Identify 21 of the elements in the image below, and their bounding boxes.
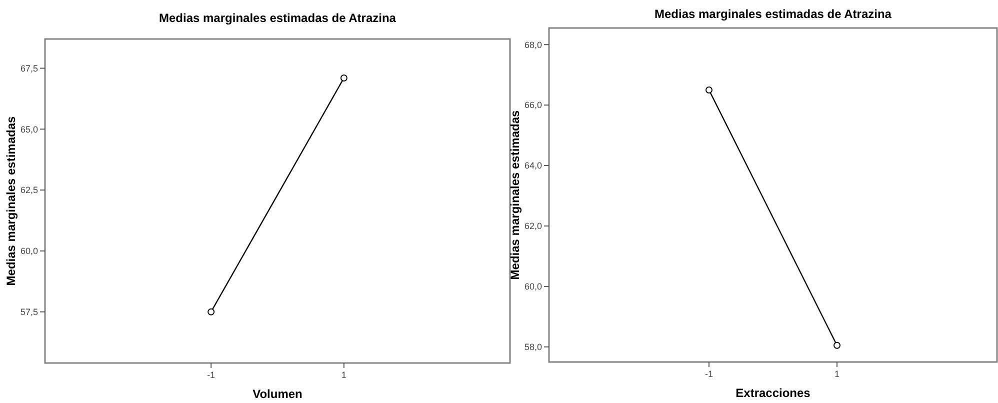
y-tick-label: 67,5 [20, 63, 38, 74]
y-tick-label: 64,0 [524, 160, 542, 171]
y-tick-label: 60,0 [524, 282, 542, 292]
x-tick-label: 1 [834, 369, 840, 379]
y-tick-label: 62,0 [524, 221, 542, 232]
x-tick-label: -1 [704, 369, 714, 379]
x-tick-label: -1 [207, 370, 216, 380]
x-tick-label: 1 [341, 370, 346, 380]
chart-title: Medias marginales estimadas de Atrazina [159, 11, 396, 25]
y-axis-title: Medias marginales estimadas [508, 110, 522, 280]
x-axis-title: Volumen [252, 387, 302, 401]
y-tick-label: 68,0 [524, 40, 542, 50]
y-tick-label: 65,0 [20, 124, 38, 134]
y-tick-label: 57,5 [20, 306, 38, 317]
x-axis-title: Extracciones [736, 386, 811, 400]
y-axis-title: Medias marginales estimadas [4, 116, 18, 286]
chart-title: Medias marginales estimadas de Atrazina [654, 7, 892, 21]
y-tick-label: 60,0 [20, 246, 38, 256]
y-tick-label: 62,5 [20, 185, 38, 196]
y-tick-label: 66,0 [524, 100, 542, 110]
y-tick-label: 58,0 [524, 342, 542, 352]
